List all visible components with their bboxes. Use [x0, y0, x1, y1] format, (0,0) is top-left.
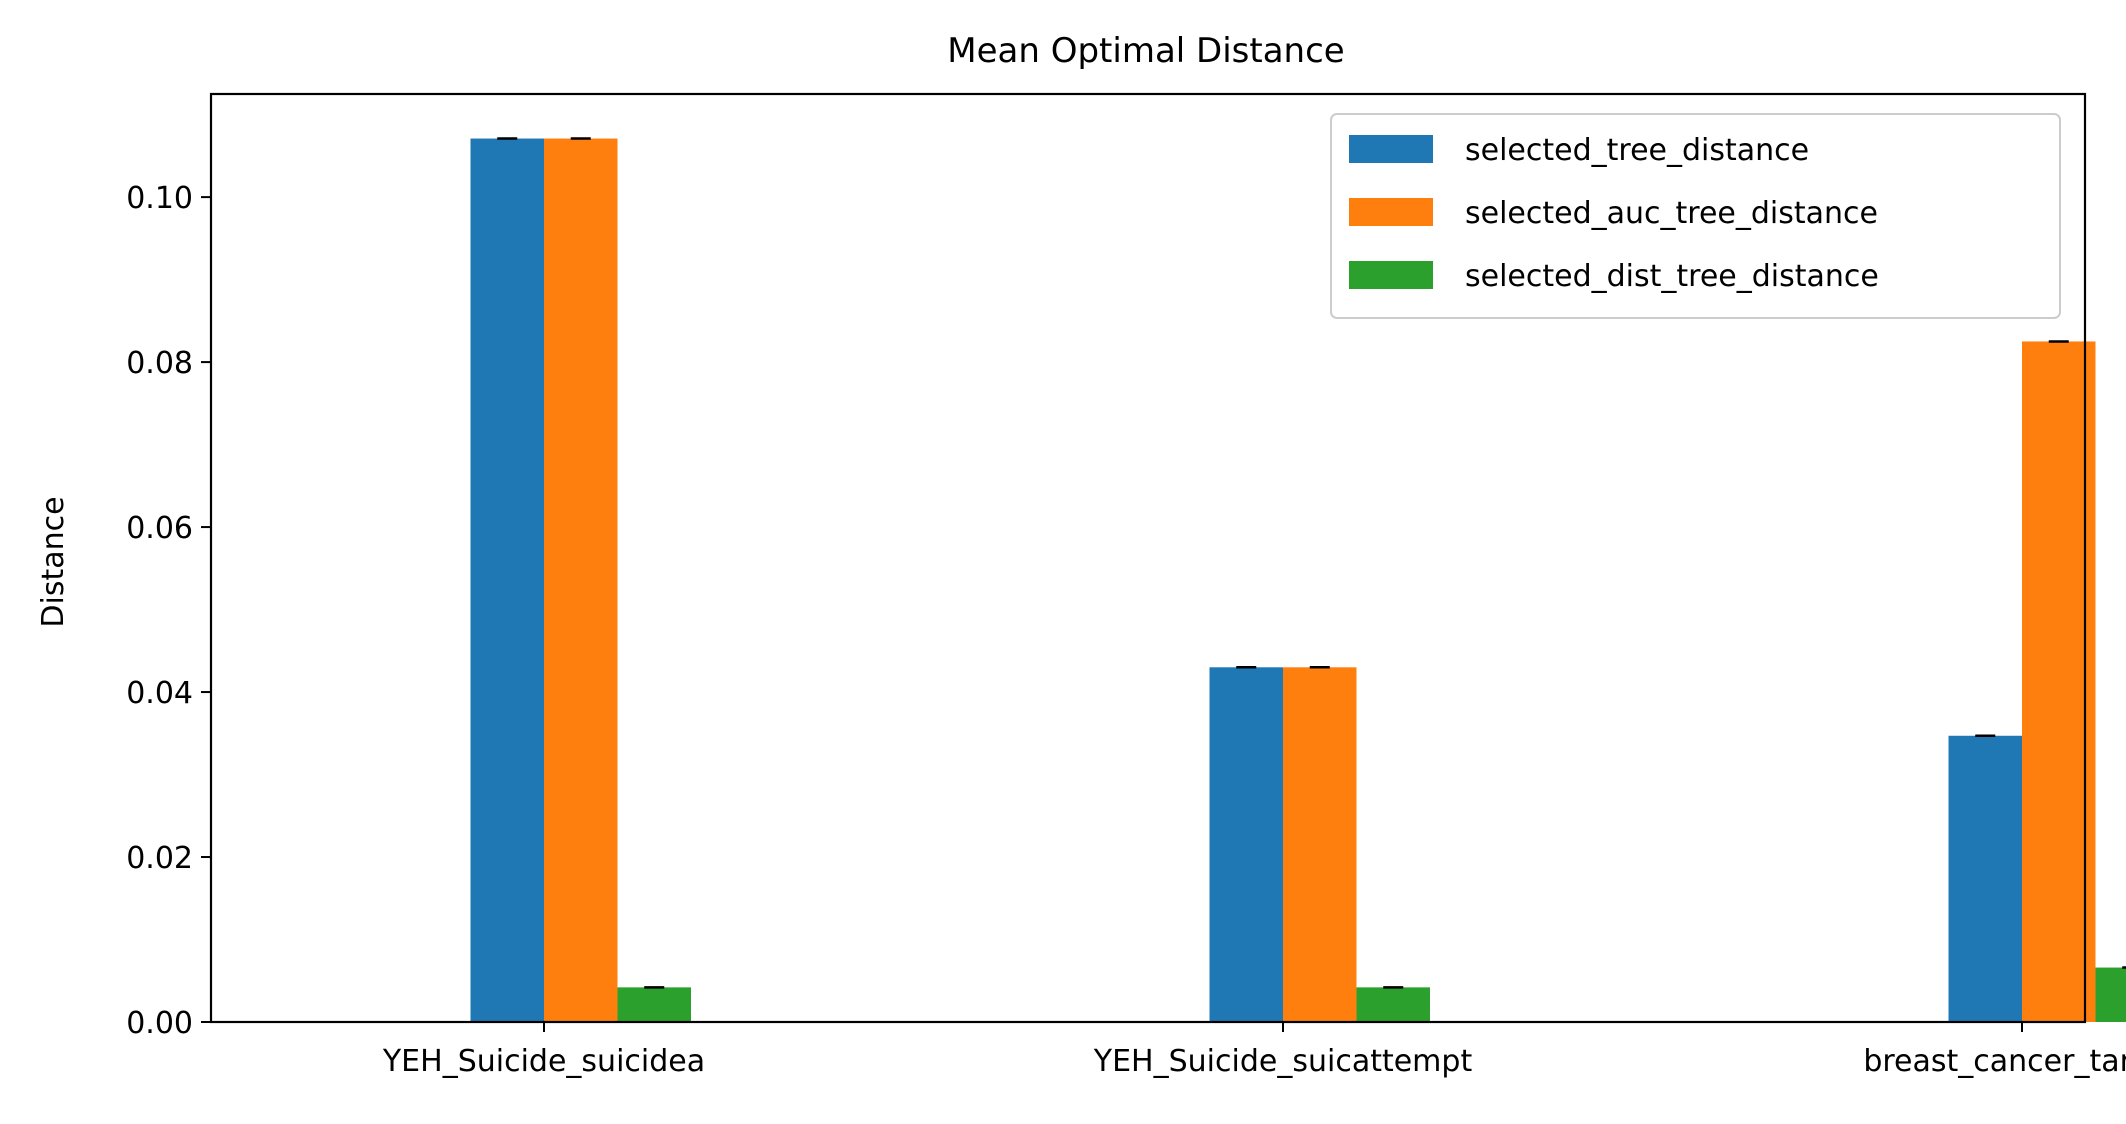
bar-selected_dist_tree_distance-2 [2096, 968, 2126, 1022]
legend-label: selected_dist_tree_distance [1465, 259, 1879, 294]
y-tick-label: 0.04 [126, 676, 193, 711]
bar-selected_tree_distance-0 [471, 139, 545, 1022]
bar-selected_auc_tree_distance-0 [544, 139, 618, 1022]
bar-selected_dist_tree_distance-0 [618, 987, 692, 1022]
bar-selected_tree_distance-1 [1210, 667, 1284, 1022]
y-axis-label: Distance [36, 496, 71, 627]
x-tick-label: breast_cancer_target [1863, 1044, 2126, 1079]
y-tick-label: 0.10 [126, 181, 193, 216]
y-tick-label: 0.06 [126, 511, 193, 546]
legend: selected_tree_distance selected_auc_tree_… [1331, 114, 2060, 318]
bar-selected_tree_distance-2 [1949, 736, 2023, 1022]
plot-area: 0.00 0.02 0.04 0.06 0.08 0.10 YEH_Suicide_suic… [126, 94, 2126, 1079]
x-tick-label: YEH_Suicide_suicattempt [1093, 1044, 1473, 1079]
x-tick-label: YEH_Suicide_suicidea [382, 1044, 705, 1079]
bar-selected_dist_tree_distance-1 [1357, 987, 1431, 1022]
y-tick-label: 0.02 [126, 841, 193, 876]
y-tick-label: 0.00 [126, 1006, 193, 1041]
legend-label: selected_auc_tree_distance [1465, 196, 1878, 231]
chart-title: Mean Optimal Distance [947, 31, 1344, 71]
bar-selected_auc_tree_distance-1 [1283, 667, 1357, 1022]
legend-swatch [1349, 261, 1433, 289]
legend-swatch [1349, 135, 1433, 163]
legend-label: selected_tree_distance [1465, 133, 1809, 168]
y-tick-label: 0.08 [126, 346, 193, 381]
legend-swatch [1349, 198, 1433, 226]
